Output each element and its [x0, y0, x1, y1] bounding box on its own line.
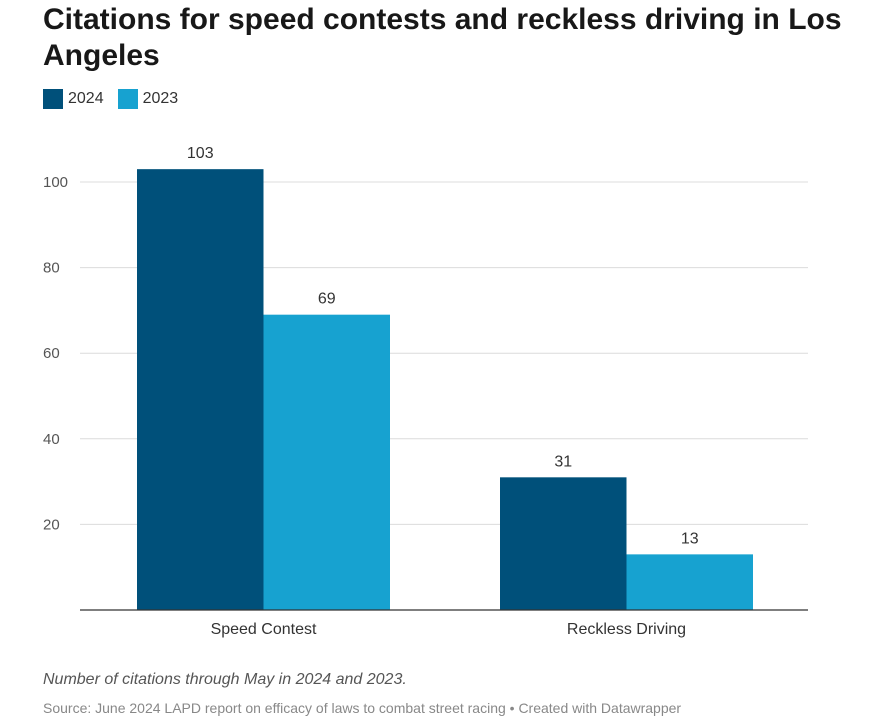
legend: 2024 2023: [43, 89, 192, 109]
x-tick-label-reckless-driving: Reckless Driving: [567, 621, 686, 638]
y-tick-label-20: 20: [43, 516, 60, 533]
chart-title: Citations for speed contests and reckles…: [43, 3, 842, 72]
legend-swatch-2024: [43, 89, 63, 109]
x-tick-label-speed-contest: Speed Contest: [211, 621, 317, 638]
bar-reckless-driving-2024: [500, 477, 627, 610]
chart-source: Source: June 2024 LAPD report on efficac…: [43, 700, 682, 716]
y-tick-label-80: 80: [43, 260, 60, 277]
bar-speed-contest-2023: [263, 314, 390, 610]
y-tick-label-100: 100: [43, 174, 68, 191]
legend-label-2024: 2024: [68, 90, 104, 107]
legend-item-2023: 2023: [117, 89, 179, 109]
bar-reckless-driving-2023: [626, 554, 753, 610]
y-tick-label-60: 60: [43, 345, 60, 362]
data-label-reckless-driving-2024: 31: [554, 453, 572, 470]
bar-speed-contest-2024: [137, 169, 264, 610]
chart-note: Number of citations through May in 2024 …: [43, 671, 407, 688]
data-label-speed-contest-2023: 69: [318, 291, 336, 308]
legend-item-2024: 2024: [43, 89, 104, 109]
data-label-speed-contest-2024: 103: [187, 145, 214, 162]
y-tick-label-40: 40: [43, 431, 60, 448]
bar-chart: 20 40 60 80 100 103 69 Speed Contest 31 13 Reckles…: [43, 145, 808, 638]
legend-swatch-2023: [117, 89, 138, 109]
legend-label-2023: 2023: [142, 90, 179, 107]
data-label-reckless-driving-2023: 13: [681, 530, 699, 547]
